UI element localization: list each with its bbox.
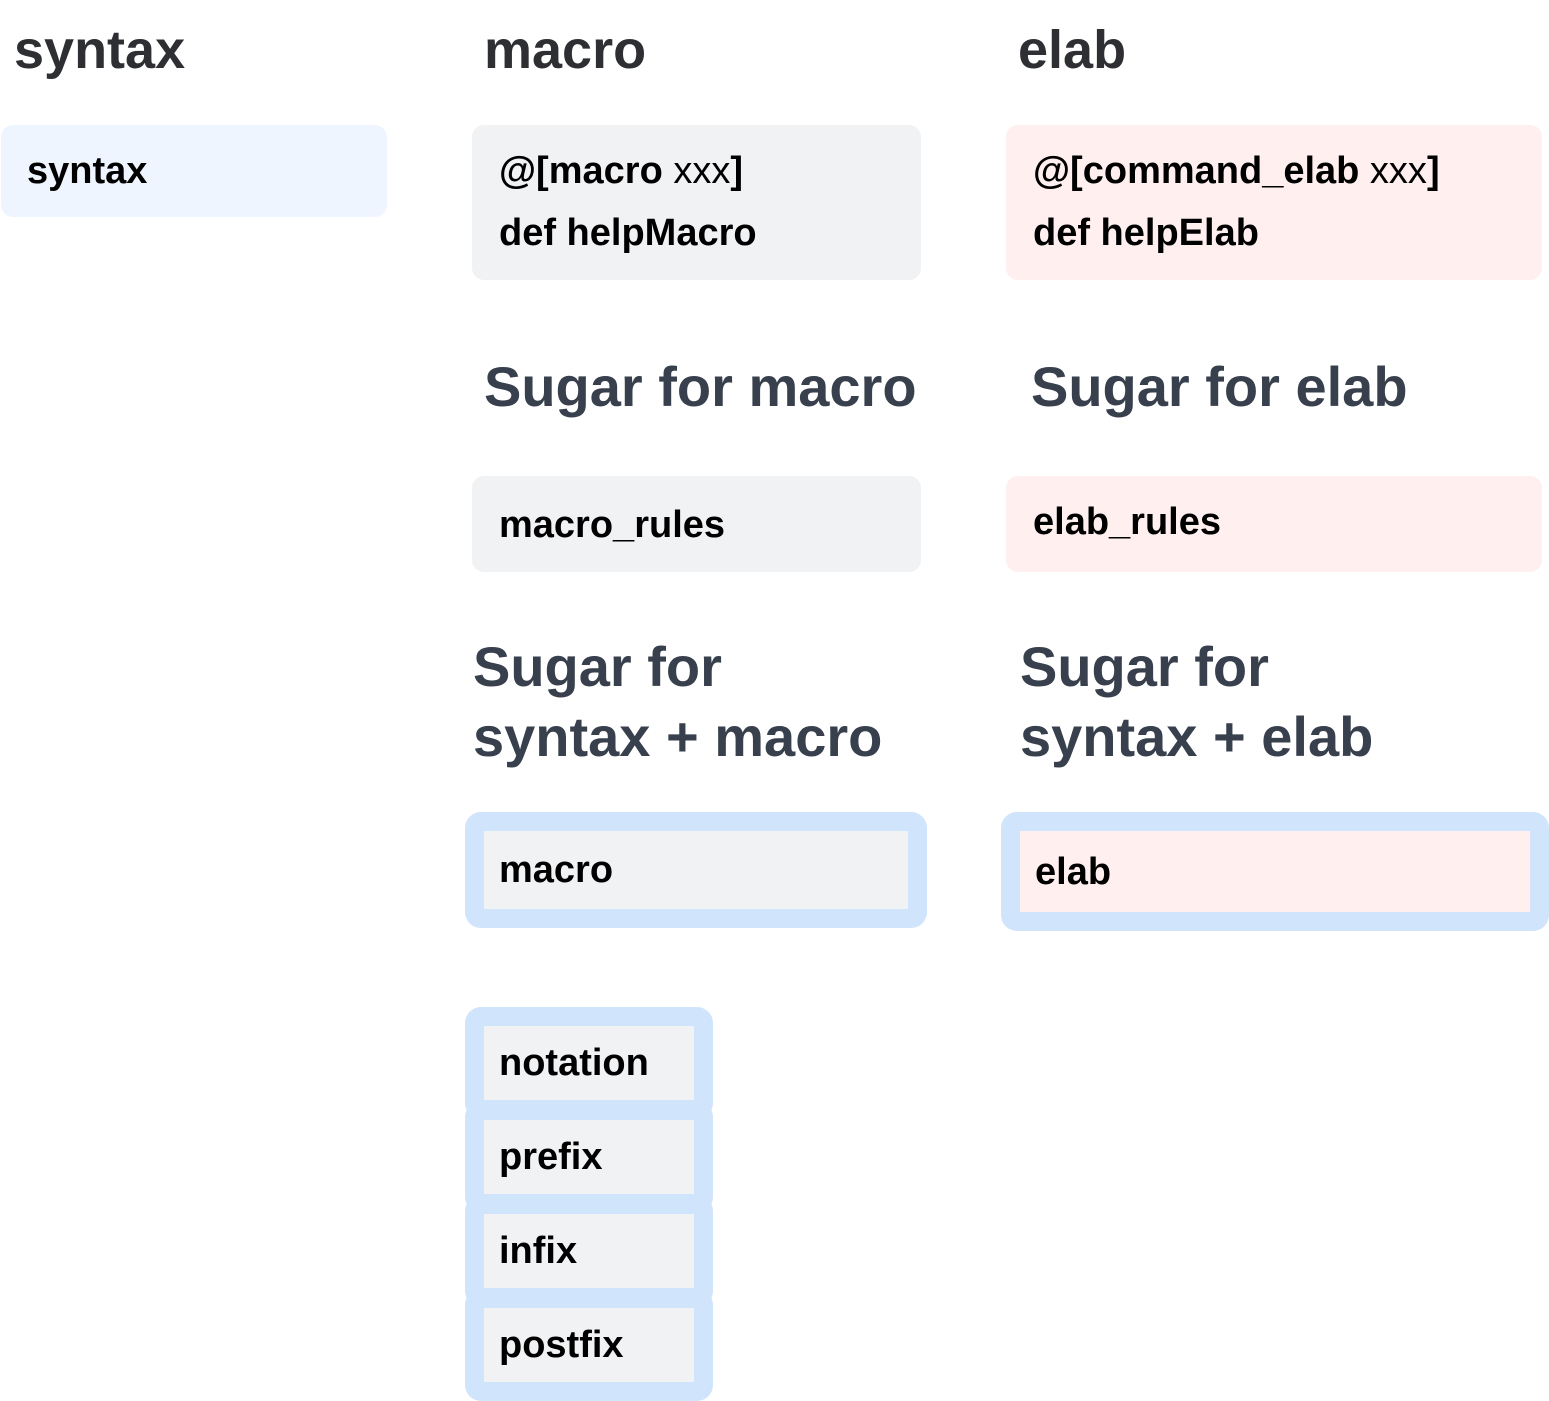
elab-attribute-line: @[command_elab xxx] — [1033, 140, 1440, 202]
prefix-label: prefix — [499, 1136, 603, 1178]
prefix-box: prefix — [465, 1101, 713, 1213]
macro-rules-label: macro_rules — [499, 504, 726, 546]
macro-definition-box: @[macro xxx] def helpMacro — [472, 125, 921, 280]
macro-attr-arg: xxx — [662, 150, 731, 192]
infix-label: infix — [499, 1230, 578, 1272]
postfix-label: postfix — [499, 1324, 624, 1366]
macro-sugar-header: Sugar for macro — [484, 355, 917, 418]
elab-syntax-sugar-header: Sugar for syntax + elab — [1020, 632, 1373, 772]
elab-rules-box: elab_rules — [1006, 476, 1542, 572]
macro-rules-box: macro_rules — [472, 476, 921, 572]
infix-box: infix — [465, 1195, 713, 1307]
syntax-column-header: syntax — [14, 20, 186, 80]
elab-column-header: elab — [1018, 20, 1127, 80]
syntax-box: syntax — [1, 125, 387, 217]
elab-def-line: def helpElab — [1033, 212, 1259, 254]
macro-attr-prefix: @[ — [499, 150, 549, 192]
macro-syntax-sugar-header: Sugar for syntax + macro — [473, 632, 882, 772]
elab-command-box: elab — [1001, 812, 1549, 931]
macro-attr-suffix: ] — [730, 150, 743, 192]
macro-syntax-sugar-header-line1: Sugar for — [473, 635, 722, 698]
macro-command-label: macro — [499, 849, 614, 891]
syntax-box-label: syntax — [27, 150, 148, 192]
elab-command-label: elab — [1035, 850, 1112, 893]
notation-label: notation — [499, 1042, 649, 1084]
elab-syntax-sugar-header-line2: syntax + elab — [1020, 705, 1374, 768]
elab-definition-box: @[command_elab xxx] def helpElab — [1006, 125, 1542, 280]
macro-attribute-line: @[macro xxx] — [499, 140, 757, 202]
elab-syntax-sugar-header-line1: Sugar for — [1020, 635, 1269, 698]
notation-box: notation — [465, 1007, 713, 1119]
elab-attr-prefix: @[ — [1033, 150, 1083, 192]
elab-attr-name: command_elab — [1082, 150, 1360, 192]
elab-attr-arg: xxx — [1359, 150, 1427, 192]
elab-attr-suffix: ] — [1426, 150, 1440, 192]
elab-sugar-header: Sugar for elab — [1031, 355, 1408, 418]
macro-def-line: def helpMacro — [499, 212, 757, 254]
macro-column-header: macro — [484, 20, 647, 80]
postfix-box: postfix — [465, 1289, 713, 1401]
macro-attr-name: macro — [548, 150, 663, 192]
elab-rules-label: elab_rules — [1033, 501, 1221, 543]
macro-command-box: macro — [465, 812, 927, 928]
macro-syntax-sugar-header-line2: syntax + macro — [473, 705, 883, 768]
